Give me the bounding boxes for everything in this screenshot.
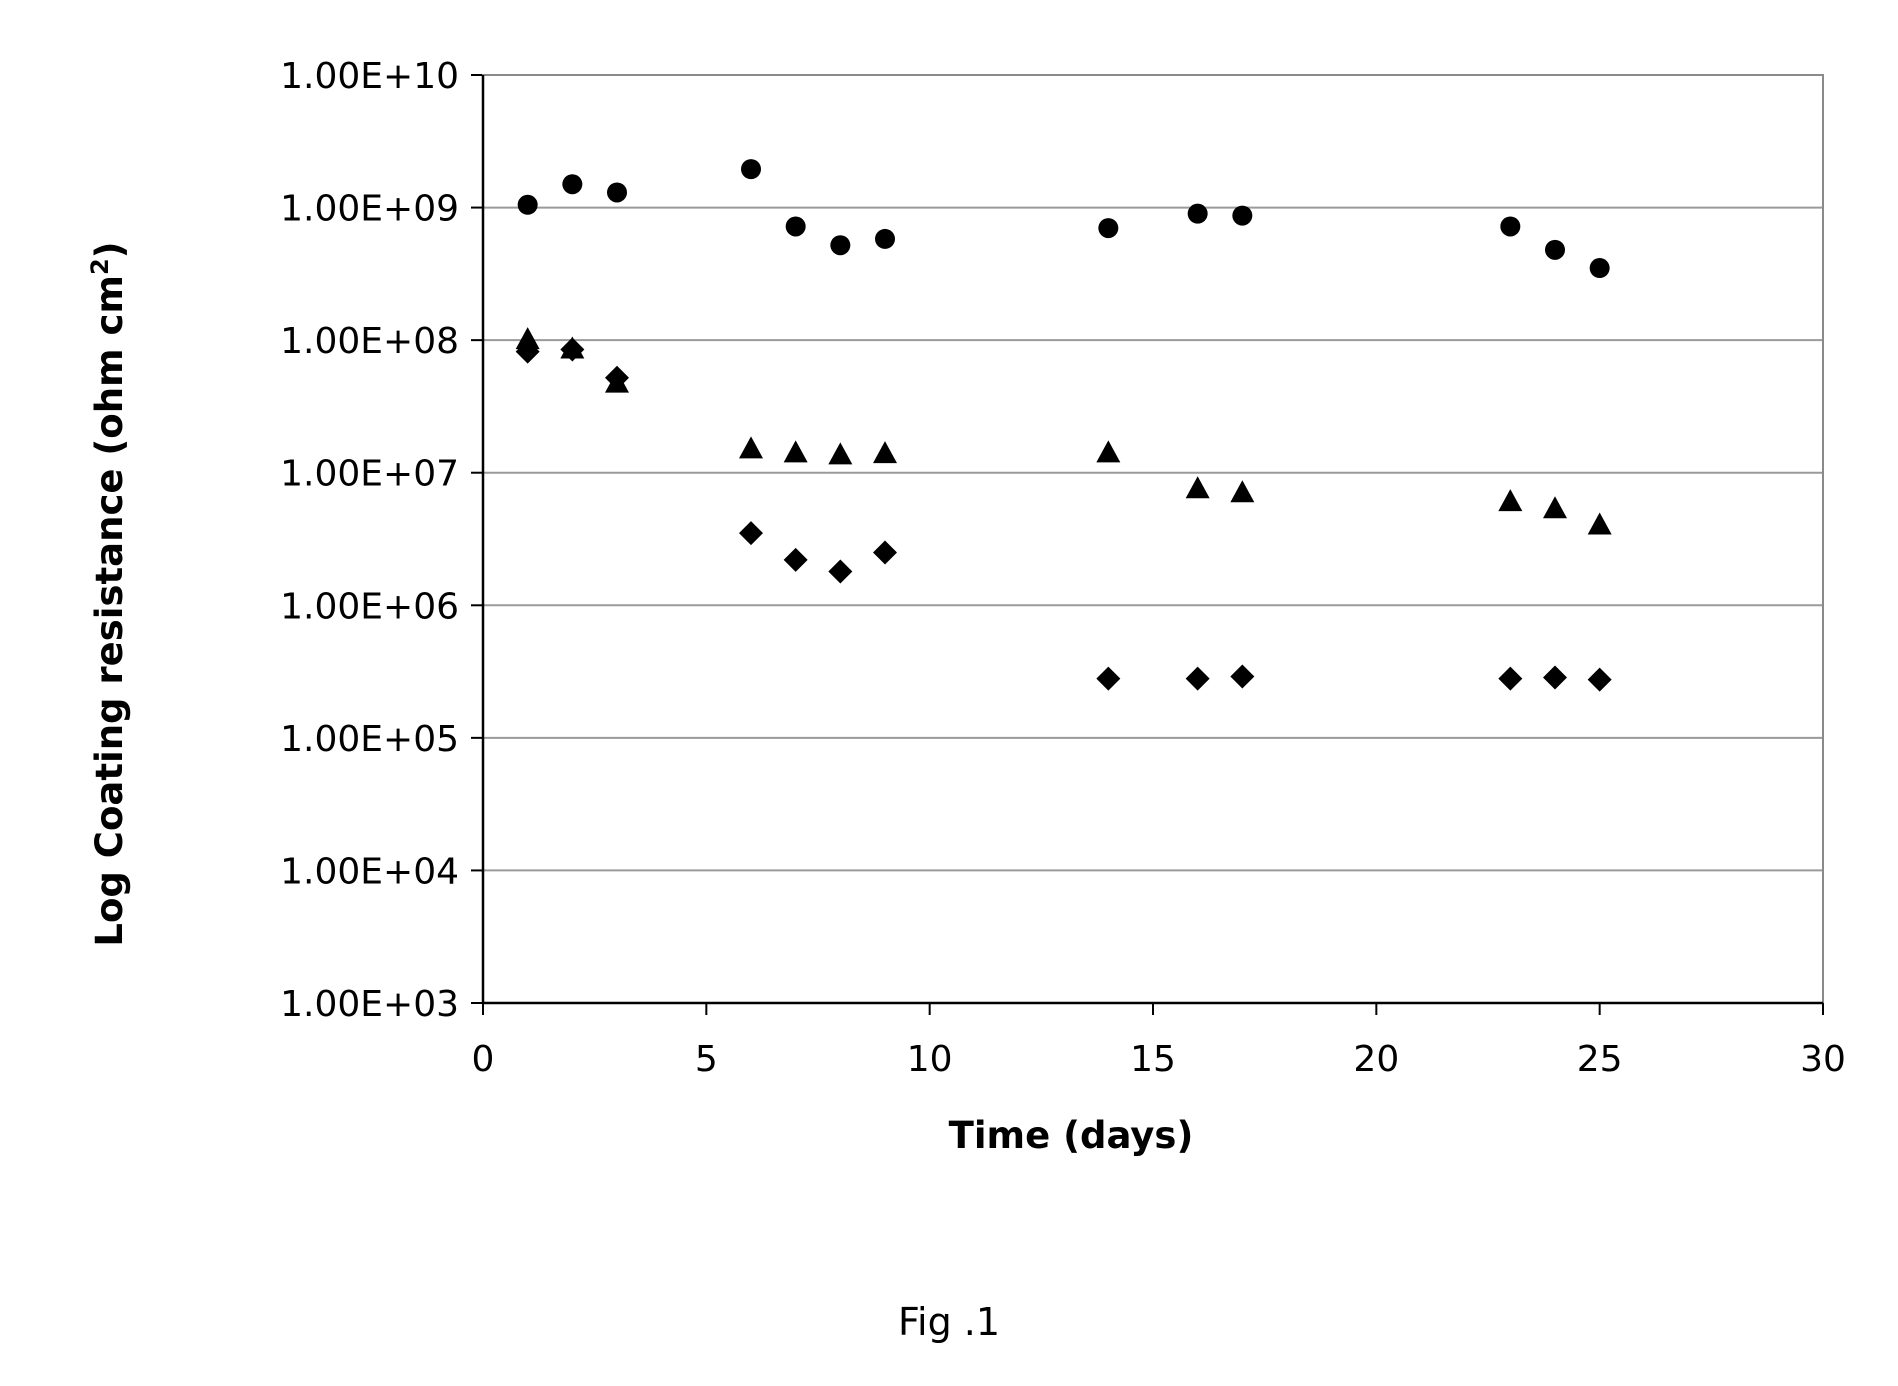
x-tick-label: 5: [695, 1039, 718, 1080]
data-point-circle: [517, 194, 538, 215]
data-point-triangle: [739, 436, 763, 459]
y-axis-title-suffix: ): [88, 241, 131, 258]
y-tick-label: 1.00E+09: [280, 189, 459, 230]
data-point-triangle: [1096, 440, 1121, 463]
data-point-diamond: [828, 559, 853, 584]
figure-caption: Fig .1: [897, 1300, 1001, 1344]
data-point-triangle: [1543, 496, 1567, 519]
data-point-triangle: [1587, 512, 1612, 535]
y-tick-label: 1.00E+06: [280, 586, 459, 627]
data-point-circle: [562, 174, 583, 195]
y-axis-title-main: Log Coating resistance (ohm cm: [88, 275, 131, 947]
x-axis-title: Time (days): [949, 1114, 1194, 1157]
data-point-diamond: [1543, 665, 1567, 690]
data-point-triangle: [873, 441, 897, 464]
data-point-circle: [607, 182, 627, 203]
data-point-diamond: [1498, 666, 1523, 691]
data-point-triangle: [828, 442, 853, 465]
grid-lines: [483, 206, 1823, 872]
x-tick-labels: 0 5 10 15 20 25 30: [472, 1039, 1846, 1080]
data-point-diamond: [1230, 664, 1255, 689]
data-point-circle: [1545, 239, 1565, 260]
data-point-diamond: [1096, 666, 1121, 691]
x-tick-label: 30: [1800, 1039, 1846, 1080]
data-point-diamond: [873, 540, 897, 565]
data-points: [515, 159, 1612, 692]
y-axis-title-superscript: 2: [86, 258, 114, 275]
data-point-circle: [830, 235, 851, 256]
data-point-diamond: [560, 337, 585, 362]
data-point-diamond: [783, 547, 808, 572]
x-tick-label: 0: [472, 1039, 495, 1080]
data-point-circle: [875, 228, 895, 249]
y-axis-title: Log Coating resistance (ohm cm2): [86, 241, 131, 946]
plot-frame: [482, 74, 1824, 1004]
data-point-circle: [1500, 216, 1521, 237]
data-point-diamond: [1185, 666, 1210, 691]
data-point-circle: [1232, 205, 1253, 226]
x-tick-label: 25: [1577, 1039, 1623, 1080]
series-triangle: [515, 327, 1612, 535]
y-tick-label: 1.00E+05: [280, 719, 459, 760]
data-point-diamond: [1587, 667, 1612, 692]
data-point-triangle: [1498, 489, 1523, 512]
data-point-diamond: [605, 365, 629, 390]
series-circle: [517, 159, 1610, 279]
data-point-circle: [1098, 218, 1119, 239]
data-point-circle: [785, 216, 806, 237]
data-point-diamond: [515, 339, 540, 364]
y-tick-label: 1.00E+10: [280, 56, 459, 97]
y-tick-label: 1.00E+04: [280, 851, 459, 892]
data-point-circle: [1589, 258, 1610, 279]
data-point-triangle: [783, 440, 808, 463]
x-tick-label: 20: [1353, 1039, 1399, 1080]
y-tick-label: 1.00E+08: [280, 321, 459, 362]
y-tick-label: 1.00E+07: [280, 454, 459, 495]
data-point-circle: [1187, 203, 1208, 224]
data-point-triangle: [1230, 480, 1255, 503]
y-tick-label: 1.00E+03: [280, 984, 459, 1025]
data-point-triangle: [1185, 476, 1210, 499]
series-diamond: [515, 337, 1612, 692]
y-tick-labels: 1.00E+03 1.00E+04 1.00E+05 1.00E+06 1.00E+07…: [280, 56, 459, 1025]
data-point-circle: [741, 159, 761, 180]
x-tick-label: 10: [907, 1039, 953, 1080]
x-tick-label: 15: [1130, 1039, 1176, 1080]
data-point-triangle: [515, 327, 540, 350]
data-point-diamond: [739, 521, 763, 546]
axes: [471, 74, 1824, 1015]
